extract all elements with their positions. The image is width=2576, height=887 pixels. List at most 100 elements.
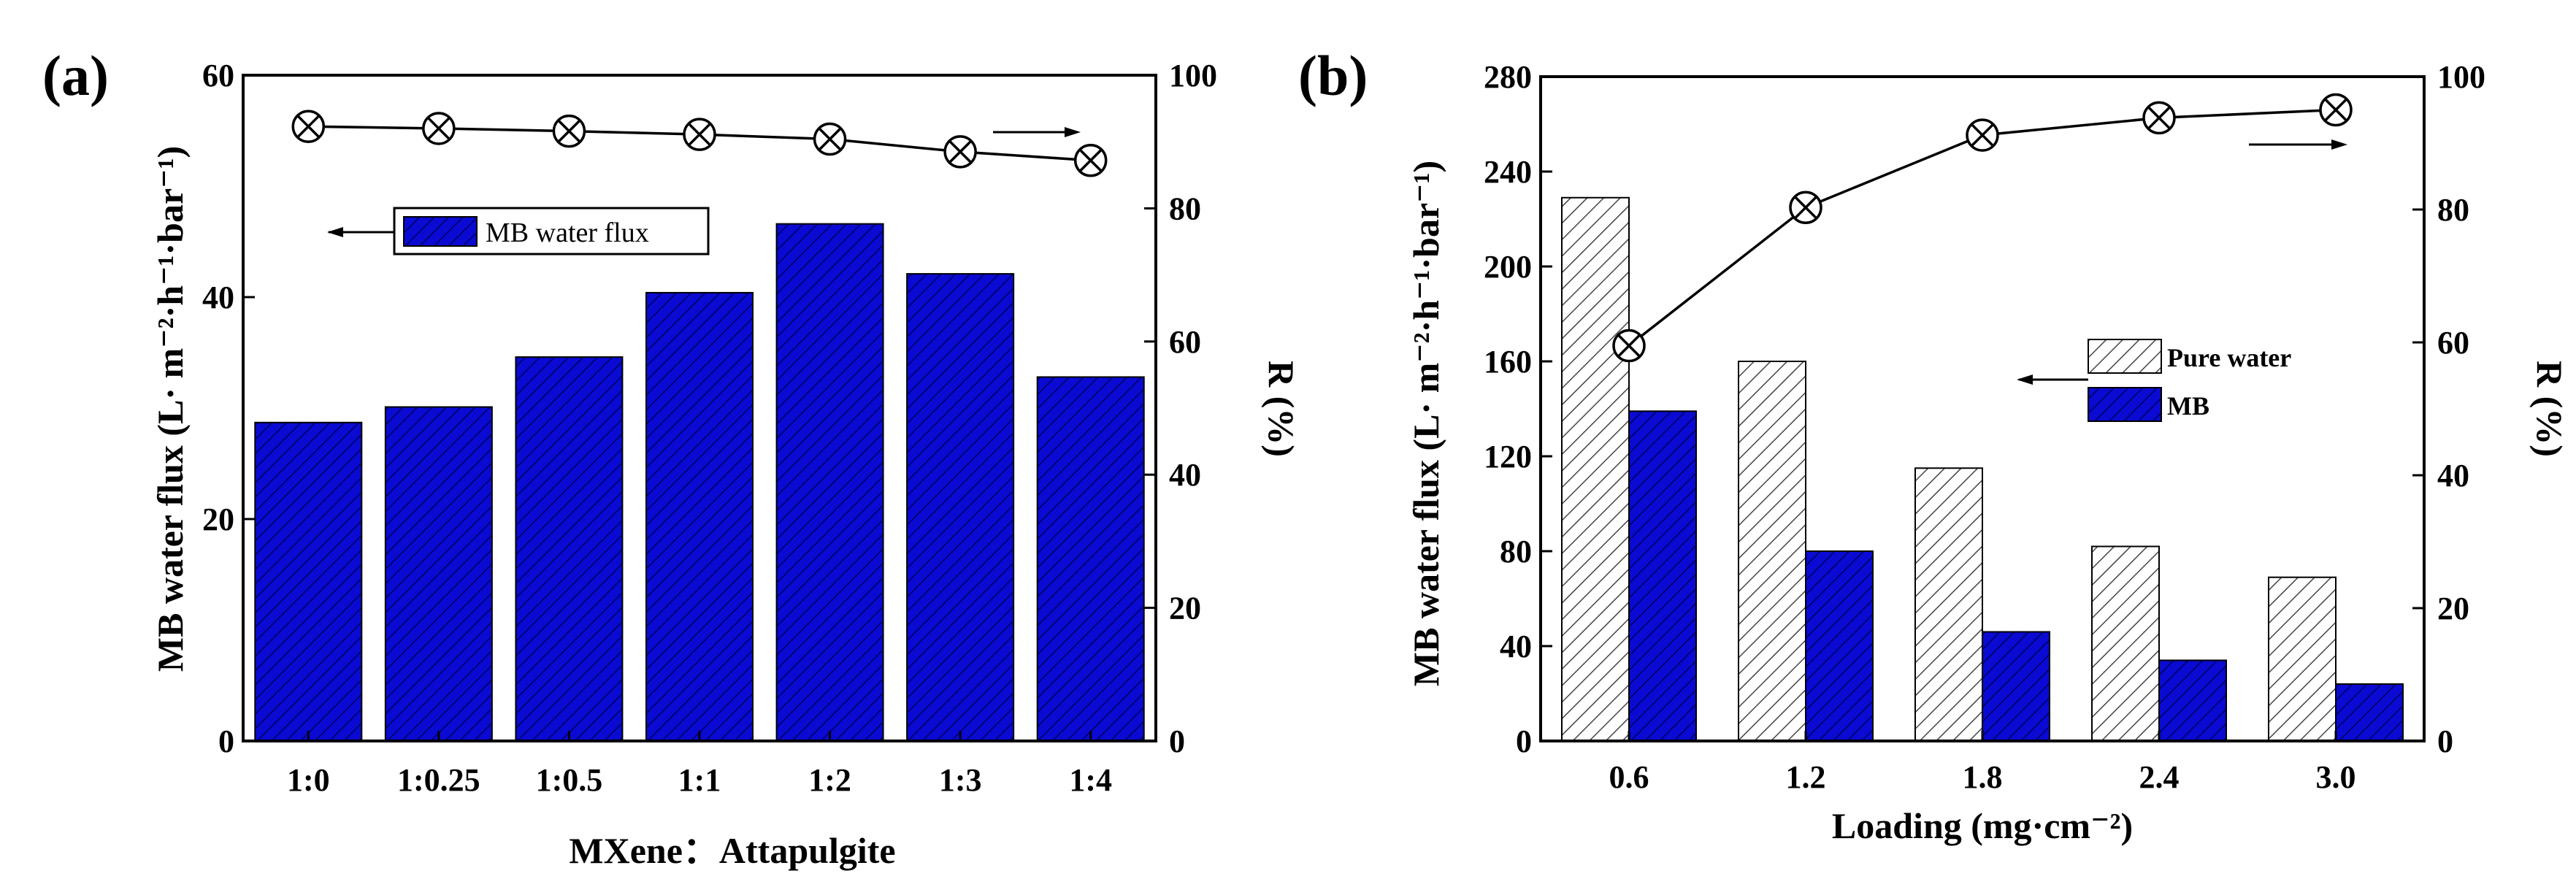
x-tick-label-1: 1:0.25	[397, 762, 480, 798]
bar-mb-1	[1805, 550, 1874, 742]
chart-a-xlabel: MXene：Attapulgite	[569, 830, 895, 871]
y-right-tick-label-5: 100	[1169, 58, 1217, 93]
chart-b-xlabel: Loading (mg·cm⁻²)	[1832, 805, 2133, 846]
chart-b-ylabel-right: R (%)	[2529, 361, 2570, 457]
bar-mb-2	[1982, 631, 2050, 742]
y-right-tick-label-1: 20	[2437, 591, 2469, 626]
chart-a-ylabel-right: R (%)	[1261, 361, 1302, 457]
r-marker-3	[683, 118, 716, 151]
legend-label-mb: MB	[2167, 391, 2209, 421]
r-marker-6-x2	[1079, 149, 1103, 172]
bar-mb-water-flux-0	[254, 421, 363, 742]
y-right-tick-label-3: 60	[1169, 324, 1201, 360]
r-marker-3-x2	[2147, 106, 2171, 129]
r-marker-4	[2319, 93, 2353, 127]
y-right-tick-label-2: 40	[1169, 457, 1201, 493]
y-tick-label-7: 280	[1484, 59, 1532, 95]
y-tick-label-2: 80	[1500, 534, 1532, 569]
chart-a: (a) 0 20 40 60 0 20 40 60 80 100 1:0 1:0.25 1:0.5 1:1…	[42, 44, 1302, 871]
y-tick-label-4: 160	[1484, 344, 1532, 380]
y-tick-label-3: 120	[1484, 439, 1532, 475]
bar-pure-water-0	[1561, 196, 1630, 742]
chart-b-ylabel: MB water flux (L· m⁻²·h⁻¹·bar⁻¹)	[1406, 161, 1446, 686]
r-marker-1	[1789, 191, 1822, 225]
r-marker-1	[422, 112, 456, 145]
y-tick-label-2: 40	[202, 280, 234, 315]
legend-swatch-pure-water	[2088, 339, 2162, 374]
chart-b: (b) 0 40 80 120 160 200 240 280 0 20 40 60 80 100 0.6 1…	[1298, 44, 2570, 846]
chart-a-legend: MB water flux	[327, 207, 710, 256]
r-marker-0-x2	[296, 115, 320, 138]
chart-b-legend: Pure water MB	[2017, 339, 2291, 422]
y-right-tick-label-4: 80	[2437, 192, 2469, 228]
r-marker-5	[943, 135, 977, 169]
legend-swatch-mb	[2088, 387, 2162, 422]
bar-pure-water-3	[2091, 545, 2160, 742]
bar-mb-3	[2158, 659, 2227, 742]
bar-pure-water-2	[1914, 467, 1983, 742]
r-marker-2	[552, 114, 586, 148]
bar-mb-water-flux-4	[775, 223, 884, 742]
x-tick-label-4: 3.0	[2316, 759, 2356, 795]
r-marker-3-x2	[688, 123, 711, 146]
y-right-tick-label-4: 80	[1169, 191, 1201, 226]
y-tick-label-0: 0	[218, 723, 234, 759]
bar-mb-water-flux-5	[906, 273, 1015, 742]
panel-b-label: (b)	[1298, 44, 1368, 107]
x-tick-label-4: 1:2	[808, 762, 851, 798]
r-marker-1-x2	[427, 117, 451, 140]
y-right-tick-label-5: 100	[2437, 59, 2485, 95]
r-marker-1-x2	[1794, 196, 1817, 219]
y-right-tick-label-3: 60	[2437, 325, 2469, 361]
r-marker-4	[813, 122, 847, 156]
r-marker-2	[1966, 118, 1999, 152]
y-tick-label-6: 240	[1484, 154, 1532, 190]
r-marker-4-x2	[819, 128, 842, 151]
r-marker-4-x2	[2324, 98, 2347, 122]
bar-mb-water-flux-2	[515, 356, 624, 742]
x-tick-label-3: 2.4	[2139, 759, 2180, 795]
r-marker-5-x2	[948, 140, 972, 164]
y-right-tick-label-0: 0	[2437, 723, 2453, 759]
y-tick-label-5: 200	[1484, 249, 1532, 285]
r-marker-2-x2	[557, 120, 580, 143]
bar-mb-water-flux-3	[645, 291, 754, 742]
bar-mb-4	[2335, 683, 2404, 742]
legend-label-mb-water-flux: MB water flux	[486, 218, 649, 248]
legend-swatch-mb-water-flux	[403, 216, 478, 247]
chart-a-ylabel: MB water flux (L· m⁻²·h⁻¹·bar⁻¹)	[150, 146, 191, 672]
y-right-tick-label-0: 0	[1169, 723, 1185, 759]
r-marker-3	[2142, 101, 2176, 135]
y-tick-label-0: 0	[1516, 723, 1532, 759]
legend-arrow-head	[2017, 375, 2033, 385]
panel-a-label: (a)	[42, 44, 109, 107]
x-tick-label-2: 1.8	[1963, 759, 2003, 795]
x-tick-label-0: 1:0	[287, 762, 330, 798]
bar-mb-water-flux-1	[384, 406, 493, 742]
bar-pure-water-1	[1738, 361, 1806, 742]
r-arrow-head	[1065, 127, 1081, 137]
legend-arrow-head	[327, 227, 343, 237]
x-tick-label-0: 0.6	[1609, 759, 1649, 795]
y-right-tick-label-2: 40	[2437, 458, 2469, 494]
x-tick-label-2: 1:0.5	[536, 762, 603, 798]
r-arrow-head	[2331, 139, 2347, 150]
r-marker-0	[1612, 329, 1646, 363]
r-marker-0	[291, 110, 326, 143]
y-right-tick-label-1: 20	[1169, 591, 1201, 626]
chart-a-r-arrow	[993, 127, 1081, 137]
chart-b-r-arrow	[2249, 139, 2347, 150]
x-tick-label-6: 1:4	[1069, 762, 1112, 798]
y-tick-label-3: 60	[202, 58, 234, 93]
y-tick-label-1: 20	[202, 502, 234, 537]
r-marker-2-x2	[1971, 123, 1994, 147]
legend-label-pure-water: Pure water	[2167, 343, 2291, 372]
r-marker-6	[1073, 143, 1108, 177]
bar-mb-0	[1628, 410, 1697, 742]
r-marker-0-x2	[1617, 334, 1641, 358]
x-tick-label-1: 1.2	[1786, 759, 1826, 795]
bar-mb-water-flux-6	[1036, 376, 1145, 742]
x-tick-label-5: 1:3	[939, 762, 982, 798]
y-tick-label-1: 40	[1500, 629, 1532, 664]
bar-pure-water-4	[2268, 576, 2337, 742]
